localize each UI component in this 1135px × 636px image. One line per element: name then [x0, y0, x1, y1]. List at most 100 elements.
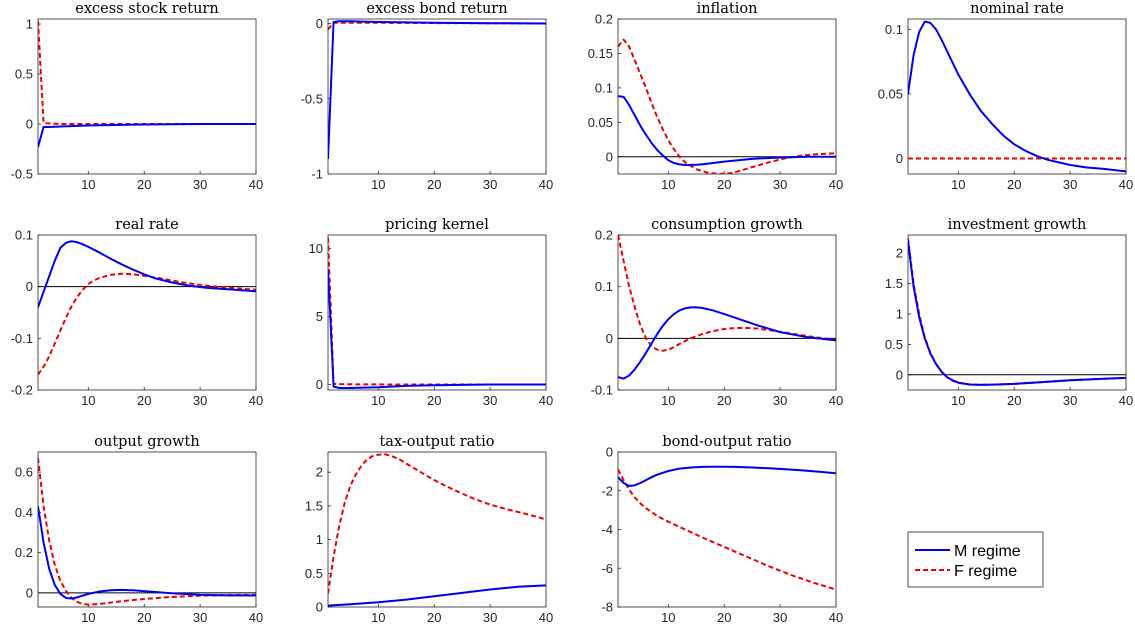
legend-label-f-regime: F regime	[954, 563, 1017, 580]
y-tick-label: 0	[606, 149, 613, 164]
x-tick-label: 30	[773, 393, 787, 408]
series-line-m-regime	[328, 20, 546, 159]
series-line-f-regime	[618, 468, 836, 591]
plot-frame	[327, 451, 547, 608]
y-tick-label: -0.5	[301, 91, 323, 106]
y-tick-label: 0.6	[15, 465, 33, 480]
x-tick-label: 20	[427, 177, 441, 192]
y-tick-label: 0.5	[885, 337, 903, 352]
plot-frame	[907, 234, 1127, 391]
x-tick-label: 10	[81, 610, 95, 625]
x-tick-label: 30	[773, 610, 787, 625]
plot-frame	[327, 18, 547, 175]
series-line-m-regime	[38, 123, 256, 148]
series-line-m-regime	[618, 306, 836, 380]
x-tick-label: 20	[137, 177, 151, 192]
series-line-f-regime	[38, 457, 256, 606]
y-tick-label: -2	[601, 483, 613, 498]
y-tick-label: -0.1	[591, 383, 613, 398]
y-tick-label: 0.1	[595, 80, 613, 95]
x-tick-label: 40	[539, 610, 553, 625]
x-tick-label: 40	[829, 393, 843, 408]
x-tick-label: 10	[951, 393, 965, 408]
panel-title: excess stock return	[75, 1, 218, 17]
y-tick-label: 0.2	[595, 12, 613, 27]
y-tick-label: 0.1	[885, 22, 903, 37]
plot-frame	[617, 18, 837, 175]
y-tick-label: 0.2	[595, 228, 613, 243]
legend: M regime F regime	[907, 531, 1044, 588]
x-tick-label: 20	[427, 393, 441, 408]
x-tick-label: 20	[137, 393, 151, 408]
y-tick-label: 0	[316, 600, 323, 615]
panel-title: real rate	[115, 217, 178, 233]
panel-consumption-growth: consumption growth 10 20 30 40 -0.1 0 0.1 0.2	[591, 217, 844, 408]
y-tick-label: 0	[896, 151, 903, 166]
series-line-m-regime	[328, 268, 546, 389]
x-tick-label: 10	[661, 177, 675, 192]
y-tick-label: 0	[316, 16, 323, 31]
series-line-f-regime	[328, 237, 546, 386]
series-line-m-regime	[618, 95, 836, 167]
x-tick-label: 10	[371, 393, 385, 408]
y-tick-label: 0.05	[588, 115, 613, 130]
y-tick-label: 0	[606, 331, 613, 346]
x-tick-label: 40	[249, 177, 263, 192]
x-tick-label: 40	[829, 177, 843, 192]
y-tick-label: 0	[26, 117, 33, 132]
y-tick-label: 2	[316, 465, 323, 480]
panel-title: investment growth	[948, 217, 1087, 233]
x-tick-label: 40	[1119, 393, 1133, 408]
x-tick-label: 30	[483, 393, 497, 408]
series-line-f-regime	[618, 235, 836, 352]
series-line-f-regime	[38, 272, 256, 376]
y-tick-label: 1.5	[305, 498, 323, 513]
y-tick-label: 0	[26, 279, 33, 294]
x-tick-label: 10	[661, 393, 675, 408]
panel-pricing-kernel: pricing kernel 10 20 30 40 0 5 10	[309, 217, 554, 408]
panel-real-rate: real rate 10 20 30 40 -0.2 -0.1 0 0.1	[11, 217, 264, 408]
y-tick-label: -4	[601, 522, 613, 537]
x-tick-label: 40	[539, 393, 553, 408]
x-tick-label: 20	[137, 610, 151, 625]
y-tick-label: -1	[311, 167, 323, 182]
panel-excess-stock-return: excess stock return 10 20 30 40 -0.5 0 0.5 1	[11, 1, 264, 192]
y-tick-label: -0.5	[11, 167, 33, 182]
plot-frame	[37, 18, 257, 175]
y-tick-label: -6	[601, 561, 613, 576]
x-tick-label: 20	[1007, 177, 1021, 192]
series-line-f-regime	[908, 237, 1126, 386]
x-tick-label: 30	[483, 610, 497, 625]
series-line-m-regime	[328, 584, 546, 607]
panel-title: inflation	[697, 1, 758, 17]
y-tick-label: 0	[26, 585, 33, 600]
panel-bond-output-ratio: bond-output ratio 10 20 30 40 -8 -6 -4 -2 0	[601, 434, 843, 625]
y-tick-label: 1	[896, 307, 903, 322]
panel-title: consumption growth	[651, 217, 803, 233]
y-tick-label: 1	[316, 532, 323, 547]
panel-inflation: inflation 10 20 30 40 0 0.05 0.1 0.15 0.2	[588, 1, 844, 192]
y-tick-label: 0	[606, 445, 613, 460]
series-line-f-regime	[38, 20, 256, 125]
y-tick-label: 1.5	[885, 276, 903, 291]
x-tick-label: 10	[81, 177, 95, 192]
y-tick-label: 5	[316, 309, 323, 324]
panel-title: output growth	[94, 434, 199, 450]
y-tick-label: -8	[601, 600, 613, 615]
x-tick-label: 20	[427, 610, 441, 625]
plot-frame	[617, 451, 837, 608]
panel-title: pricing kernel	[385, 217, 489, 233]
x-tick-label: 10	[371, 177, 385, 192]
series-line-m-regime	[908, 240, 1126, 386]
x-tick-label: 40	[829, 610, 843, 625]
x-tick-label: 10	[661, 610, 675, 625]
x-tick-label: 10	[951, 177, 965, 192]
x-tick-label: 30	[773, 177, 787, 192]
x-tick-label: 20	[717, 393, 731, 408]
panel-tax-output-ratio: tax-output ratio 10 20 30 40 0 0.5 1 1.5 2	[305, 434, 553, 625]
y-tick-label: 0.4	[15, 505, 33, 520]
panel-title: bond-output ratio	[662, 434, 791, 450]
y-tick-label: 0.15	[588, 46, 613, 61]
y-tick-label: 1	[26, 17, 33, 32]
